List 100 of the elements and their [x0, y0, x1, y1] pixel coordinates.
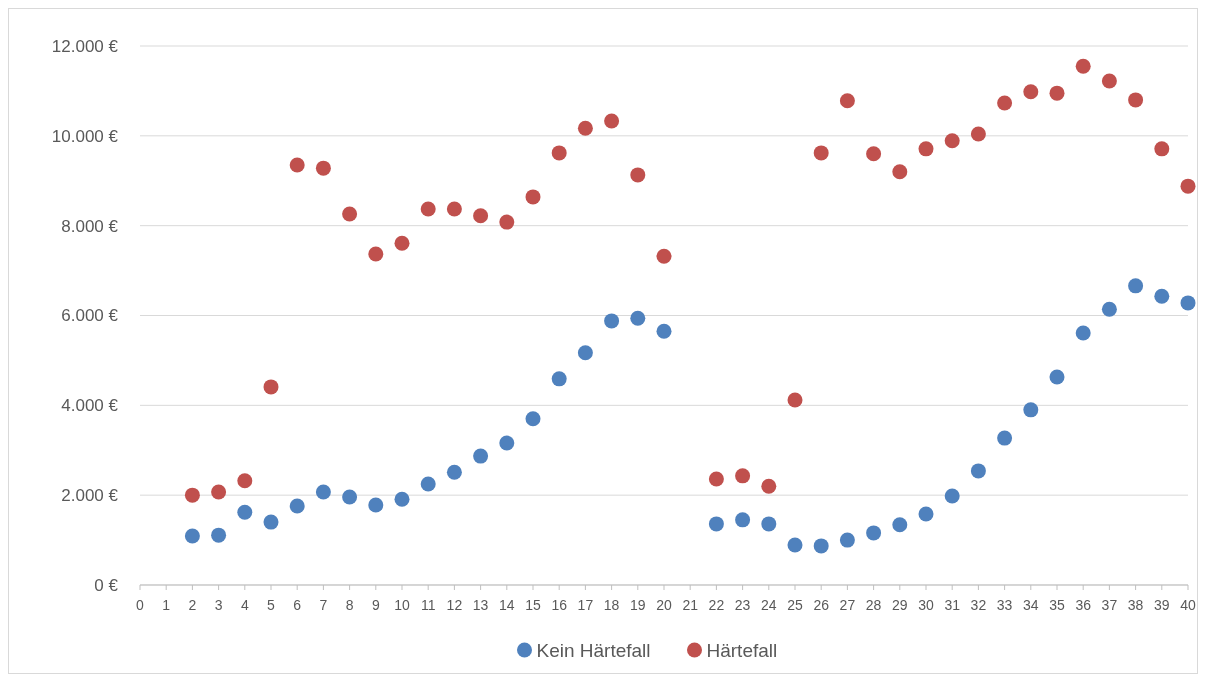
- point: [289, 157, 305, 173]
- x-tick-label: 25: [787, 597, 803, 613]
- point: [918, 506, 934, 522]
- x-tick-label: 1: [162, 597, 171, 613]
- point: [211, 484, 227, 500]
- y-tick-label: 6.000 €: [61, 306, 119, 326]
- point: [944, 488, 960, 504]
- point: [263, 379, 279, 395]
- point: [184, 487, 200, 503]
- point: [839, 532, 855, 548]
- point: [263, 514, 279, 530]
- point: [420, 476, 436, 492]
- point: [1023, 84, 1039, 100]
- point: [525, 189, 541, 205]
- legend-label: Härtefall: [706, 639, 778, 661]
- point: [184, 528, 200, 544]
- point: [1128, 92, 1144, 108]
- point: [1075, 325, 1091, 341]
- x-tick-label: 40: [1180, 597, 1196, 613]
- x-tick-label: 10: [394, 597, 410, 613]
- point: [525, 411, 541, 427]
- x-tick-label: 18: [603, 597, 620, 613]
- point: [970, 463, 986, 479]
- x-tick-label: 24: [761, 597, 777, 613]
- x-tick-label: 39: [1154, 597, 1170, 613]
- point: [551, 371, 567, 387]
- x-tick-label: 0: [136, 597, 145, 613]
- point: [813, 145, 829, 161]
- point: [656, 323, 672, 339]
- x-tick-label: 36: [1075, 597, 1092, 613]
- x-tick-label: 2: [188, 597, 197, 613]
- point: [735, 468, 751, 484]
- point: [368, 497, 384, 513]
- x-tick-label: 8: [345, 597, 354, 613]
- y-tick-label: 12.000 €: [51, 36, 119, 56]
- point: [1049, 369, 1065, 385]
- point: [1180, 295, 1196, 311]
- point: [289, 498, 305, 514]
- x-tick-label: 32: [970, 597, 987, 613]
- point: [892, 517, 908, 533]
- point: [368, 246, 384, 262]
- point: [499, 435, 515, 451]
- point: [237, 504, 253, 520]
- point: [970, 126, 986, 142]
- legend-label: Kein Härtefall: [536, 639, 651, 661]
- point: [342, 206, 358, 222]
- point: [761, 478, 777, 494]
- x-tick-label: 6: [293, 597, 302, 613]
- point: [892, 164, 908, 180]
- x-tick-label: 22: [708, 597, 725, 613]
- point: [499, 214, 515, 230]
- point: [787, 392, 803, 408]
- point: [211, 527, 227, 543]
- point: [1154, 288, 1170, 304]
- point: [630, 310, 646, 326]
- point: [473, 448, 489, 464]
- x-tick-label: 34: [1023, 597, 1039, 613]
- x-tick-label: 29: [892, 597, 908, 613]
- x-tick-label: 9: [371, 597, 380, 613]
- point: [761, 516, 777, 532]
- x-tick-label: 15: [525, 597, 541, 613]
- x-tick-label: 30: [918, 597, 934, 613]
- point: [394, 235, 410, 251]
- y-tick-label: 8.000 €: [61, 216, 119, 236]
- point: [1075, 58, 1091, 74]
- point: [866, 525, 882, 541]
- x-tick-label: 13: [472, 597, 489, 613]
- point: [604, 313, 620, 329]
- x-tick-label: 11: [420, 597, 436, 613]
- point: [944, 133, 960, 149]
- point: [1154, 141, 1170, 157]
- x-tick-label: 37: [1101, 597, 1118, 613]
- point: [735, 512, 751, 528]
- point: [656, 248, 672, 264]
- x-tick-label: 12: [446, 597, 463, 613]
- x-tick-label: 35: [1049, 597, 1065, 613]
- y-tick-label: 2.000 €: [61, 486, 119, 506]
- point: [997, 95, 1013, 111]
- point: [839, 93, 855, 109]
- point: [1049, 85, 1065, 101]
- x-tick-label: 33: [996, 597, 1013, 613]
- x-tick-label: 19: [630, 597, 646, 613]
- point: [394, 491, 410, 507]
- x-tick-label: 27: [839, 597, 856, 613]
- point: [787, 537, 803, 553]
- point: [1101, 73, 1117, 89]
- x-tick-label: 26: [813, 597, 830, 613]
- x-tick-label: 3: [214, 597, 223, 613]
- point: [1128, 278, 1144, 294]
- point: [577, 120, 593, 136]
- x-tick-label: 20: [656, 597, 672, 613]
- point: [237, 473, 253, 489]
- x-tick-label: 21: [682, 597, 699, 613]
- point: [1023, 402, 1039, 418]
- point: [708, 516, 724, 532]
- y-tick-label: 10.000 €: [51, 126, 119, 146]
- point: [342, 489, 358, 505]
- y-tick-label: 0 €: [94, 575, 119, 595]
- point: [604, 113, 620, 129]
- point: [315, 160, 331, 176]
